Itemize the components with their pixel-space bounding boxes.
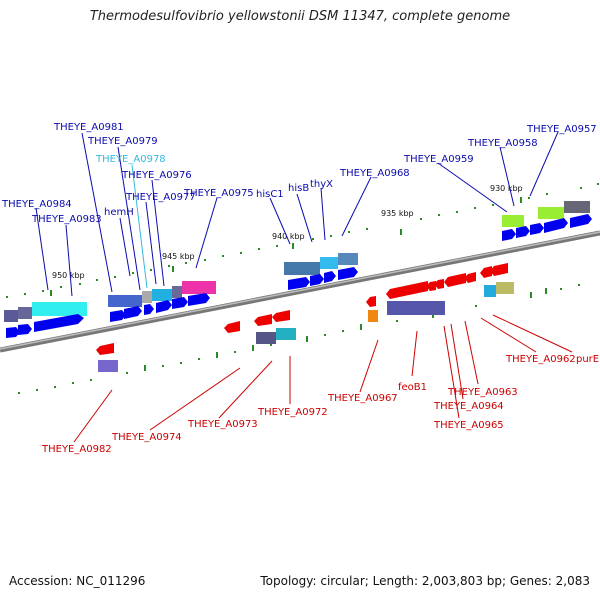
forward-gene-arrows[interactable] [6,214,592,338]
gene-label-feob1[interactable]: feoB1 [398,382,427,393]
gene-label-theye-a0964[interactable]: THEYE_A0964 [433,401,504,412]
gene-label-theye-a0972[interactable]: THEYE_A0972 [257,407,328,418]
gene-label-theye-a0965[interactable]: THEYE_A0965 [433,420,504,431]
gene-label-theye-a0975[interactable]: THEYE_A0975 [183,188,254,199]
gene-label-theye-a0968[interactable]: THEYE_A0968 [339,168,410,179]
scale-dots [6,183,599,394]
forward-leader-lines [35,131,559,297]
gene-label-theye-a0957[interactable]: THEYE_A0957 [526,124,597,135]
reverse-leader-lines [73,314,573,443]
gene-label-theye-a0981[interactable]: THEYE_A0981 [53,122,124,133]
gene-label-hisc1[interactable]: hisC1 [256,189,284,200]
gene-label-pure[interactable]: purE [576,354,599,365]
scale-ticks [50,197,547,371]
kbp-label-950: 950 kbp [52,271,85,280]
forward-info-bars [4,201,590,322]
gene-label-thyx[interactable]: thyX [310,179,333,190]
gene-label-theye-a0962[interactable]: THEYE_A0962 [505,354,576,365]
accession-text: Accession: NC_011296 [9,574,146,588]
reverse-info-bars [98,282,514,372]
kbp-label-940: 940 kbp [272,232,305,241]
gene-label-theye-a0973[interactable]: THEYE_A0973 [187,419,258,430]
gene-label-theye-a0977[interactable]: THEYE_A0977 [125,192,196,203]
kbp-label-930: 930 kbp [490,184,523,193]
gene-label-theye-a0958[interactable]: THEYE_A0958 [467,138,538,149]
reverse-gene-arrows[interactable] [96,263,508,355]
genome-summary-text: Topology: circular; Length: 2,003,803 bp… [260,574,590,588]
gene-label-hisb[interactable]: hisB [288,183,309,194]
gene-label-theye-a0967[interactable]: THEYE_A0967 [327,393,398,404]
genome-backbone [0,230,600,353]
gene-label-theye-a0978[interactable]: THEYE_A0978 [95,154,166,165]
gene-label-theye-a0982[interactable]: THEYE_A0982 [41,444,112,455]
kbp-label-945: 945 kbp [162,252,195,261]
genome-title: Thermodesulfovibrio yellowstonii DSM 113… [89,9,511,24]
kbp-label-935: 935 kbp [381,209,414,218]
gene-label-theye-a0979[interactable]: THEYE_A0979 [87,136,158,147]
gene-label-theye-a0959[interactable]: THEYE_A0959 [403,154,474,165]
gene-label-theye-a0974[interactable]: THEYE_A0974 [111,432,182,443]
gene-label-theye-a0963[interactable]: THEYE_A0963 [447,387,518,398]
gene-label-theye-a0984[interactable]: THEYE_A0984 [1,199,72,210]
gene-label-theye-a0976[interactable]: THEYE_A0976 [121,170,192,181]
gene-label-theye-a0983[interactable]: THEYE_A0983 [31,214,102,225]
gene-label-hemh[interactable]: hemH [104,207,134,218]
